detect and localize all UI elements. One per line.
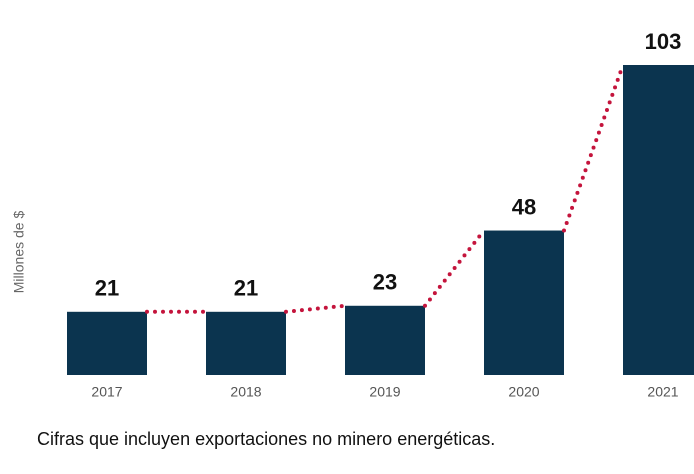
x-tick-label: 2017 (91, 384, 122, 400)
value-label: 103 (645, 29, 682, 54)
bar (206, 311, 286, 375)
x-tick-label: 2018 (230, 384, 261, 400)
bar (67, 311, 147, 375)
x-tick-label: 2019 (369, 384, 400, 400)
x-tick-label: 2020 (508, 384, 539, 400)
bar (484, 230, 564, 375)
value-label: 23 (373, 270, 397, 295)
value-label: 21 (234, 276, 258, 301)
bar (345, 305, 425, 375)
footnote: Cifras que incluyen exportaciones no min… (37, 429, 495, 449)
x-tick-label: 2021 (647, 384, 678, 400)
value-label: 21 (95, 276, 119, 301)
bar (623, 65, 694, 375)
y-axis-label: Millones de $ (11, 211, 27, 294)
value-label: 48 (512, 194, 536, 219)
